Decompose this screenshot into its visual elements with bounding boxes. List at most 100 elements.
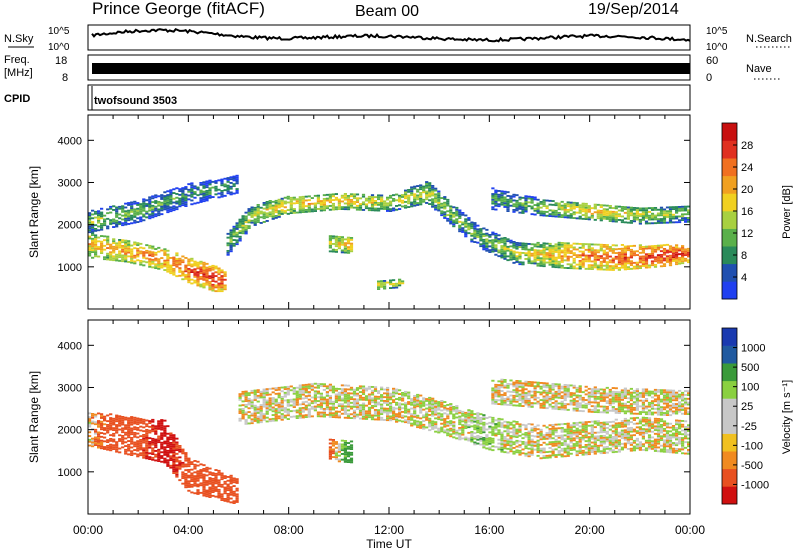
echo-cell [557,452,561,454]
echo-cell [91,445,95,448]
echo-cell [292,198,296,201]
echo-cell [265,201,269,203]
echo-cell [521,261,525,264]
echo-cell [551,444,555,447]
echo-cell [554,258,558,261]
echo-cell [343,394,347,396]
echo-cell [178,188,182,191]
echo-cell [127,217,131,220]
echo-cell [307,383,311,386]
echo-cell [443,198,447,200]
echo-cell [160,419,164,421]
echo-cell [383,200,387,203]
echo-cell [340,399,344,402]
echo-cell [229,244,233,247]
echo-cell [473,441,477,444]
echo-cell [118,242,122,245]
echo-cell [106,237,110,240]
echo-cell [560,436,564,439]
echo-cell [121,421,125,424]
echo-cell [178,464,182,466]
echo-cell [337,247,341,250]
echo-cell [220,493,224,496]
echo-cell [572,433,576,436]
echo-cell [515,421,519,423]
echo-cell [419,184,423,187]
echo-cell [509,421,513,424]
echo-cell [623,268,627,271]
echo-cell [593,452,597,455]
echo-cell [262,203,266,206]
echo-cell [551,265,555,268]
echo-cell [268,408,272,411]
echo-cell [130,416,134,418]
echo-cell [386,392,390,395]
echo-cell [223,482,227,485]
echo-cell [328,410,332,413]
echo-cell [355,402,360,405]
echo-cell [482,437,486,439]
echo-cell [172,451,176,454]
echo-cell [193,475,197,478]
echo-cell [554,256,558,259]
echo-cell [461,437,465,440]
echo-cell [515,203,519,206]
echo-cell [295,390,299,393]
echo-cell [244,398,248,401]
echo-cell [650,247,655,249]
echo-cell [262,401,266,404]
echo-cell [551,254,555,257]
echo-cell [638,215,642,217]
echo-cell [668,212,673,214]
echo-cell [208,191,212,193]
echo-cell [154,194,158,197]
echo-cell [440,413,444,416]
echo-cell [274,201,278,204]
echo-cell [223,271,227,274]
echo-cell [190,184,194,187]
echo-cell [268,201,272,204]
echo-cell [172,260,176,263]
echo-cell [401,201,405,204]
echo-cell [533,253,537,255]
echo-cell [542,457,546,459]
echo-cell [307,404,311,407]
echo-cell [578,436,582,439]
echo-cell [259,394,263,397]
echo-cell [437,201,441,204]
echo-cell [404,407,408,410]
echo-cell [554,213,558,216]
echo-cell [259,406,263,408]
nsky-line [91,28,691,43]
echo-cell [109,417,113,419]
echo-cell [437,408,441,411]
echo-cell [386,208,390,210]
echo-cell [136,255,140,258]
echo-cell [530,453,534,456]
echo-cell [187,277,191,280]
echo-cell [193,480,197,483]
echo-cell [166,265,170,267]
echo-cell [410,422,414,425]
echo-cell [139,212,143,215]
echo-cell [542,248,546,250]
echo-cell [539,214,543,217]
echo-cell [479,417,483,419]
echo-cell [331,408,335,411]
echo-cell [145,212,149,215]
echo-cell [106,243,110,246]
echo-cell [524,435,528,438]
echo-cell [614,213,618,215]
echo-cell [572,217,576,219]
echo-cell [97,216,101,218]
echo-cell [205,180,209,183]
echo-cell [328,385,332,388]
echo-cell [181,465,185,468]
echo-cell [199,272,203,275]
echo-cell [479,436,483,438]
echo-cell [139,252,143,255]
echo-cell [668,260,673,263]
echo-cell [118,223,122,225]
echo-cell [404,191,408,194]
echo-cell [542,199,546,202]
